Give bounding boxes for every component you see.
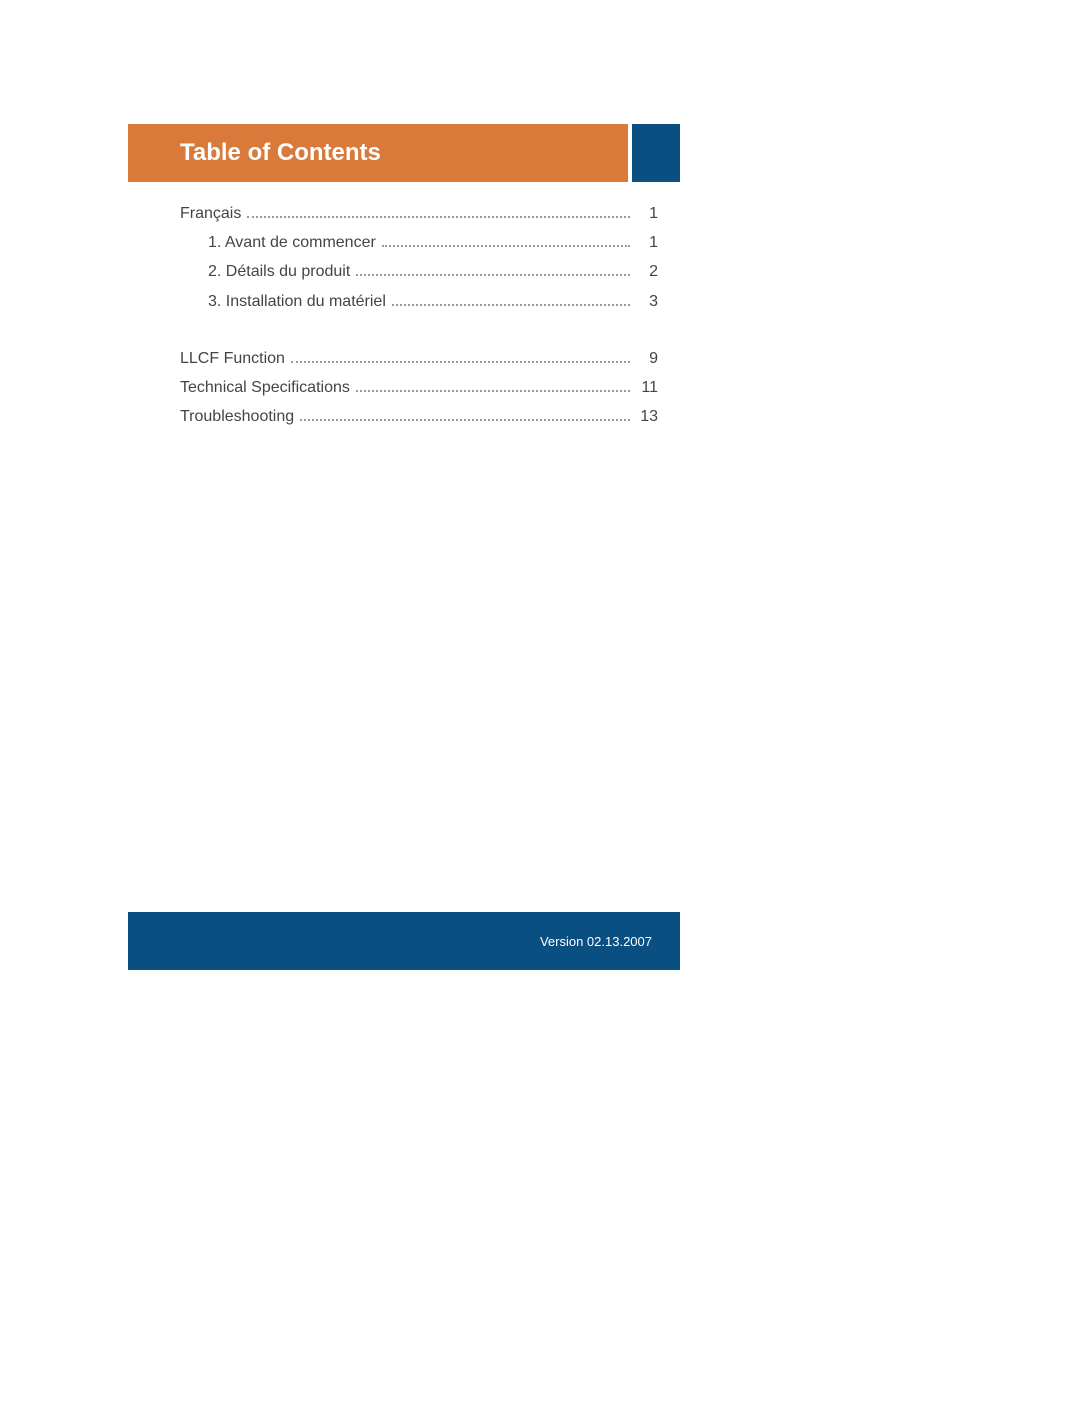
- toc-group: LLCF Function 9 Technical Specifications…: [180, 347, 658, 429]
- toc-entry-label: 1. Avant de commencer: [208, 231, 376, 254]
- toc-entry-label: Technical Specifications: [180, 376, 350, 399]
- toc-entry: 2. Détails du produit 2: [180, 260, 658, 283]
- toc-leader-dots: [356, 390, 630, 392]
- toc-entry-page: 1: [636, 231, 658, 254]
- toc-leader-dots: [247, 216, 630, 218]
- footer-bar: Version 02.13.2007: [128, 912, 680, 970]
- header-blue-block: [632, 124, 680, 182]
- toc-entry-label: LLCF Function: [180, 347, 285, 370]
- table-of-contents: Français 1 1. Avant de commencer 1 2. Dé…: [180, 202, 658, 462]
- toc-entry-label: 2. Détails du produit: [208, 260, 350, 283]
- toc-leader-dots: [356, 274, 630, 276]
- toc-entry-label: Français: [180, 202, 241, 225]
- toc-entry-page: 3: [636, 290, 658, 313]
- version-text: Version 02.13.2007: [540, 934, 652, 949]
- toc-entry: Technical Specifications 11: [180, 376, 658, 399]
- toc-entry: 1. Avant de commencer 1: [180, 231, 658, 254]
- toc-entry: 3. Installation du matériel 3: [180, 290, 658, 313]
- toc-leader-dots: [300, 419, 630, 421]
- toc-leader-dots: [291, 361, 630, 363]
- toc-leader-dots: [382, 245, 630, 247]
- toc-group: Français 1 1. Avant de commencer 1 2. Dé…: [180, 202, 658, 313]
- document-page: Table of Contents Français 1 1. Avant de…: [0, 0, 1080, 1412]
- toc-entry: Troubleshooting 13: [180, 405, 658, 428]
- toc-leader-dots: [392, 304, 630, 306]
- page-title: Table of Contents: [180, 139, 381, 167]
- toc-entry-page: 11: [636, 376, 658, 399]
- toc-entry: LLCF Function 9: [180, 347, 658, 370]
- toc-entry-page: 1: [636, 202, 658, 225]
- toc-entry-page: 2: [636, 260, 658, 283]
- toc-entry-label: Troubleshooting: [180, 405, 294, 428]
- toc-entry-label: 3. Installation du matériel: [208, 290, 386, 313]
- toc-entry: Français 1: [180, 202, 658, 225]
- header-bar: Table of Contents: [128, 124, 680, 182]
- toc-entry-page: 13: [636, 405, 658, 428]
- toc-entry-page: 9: [636, 347, 658, 370]
